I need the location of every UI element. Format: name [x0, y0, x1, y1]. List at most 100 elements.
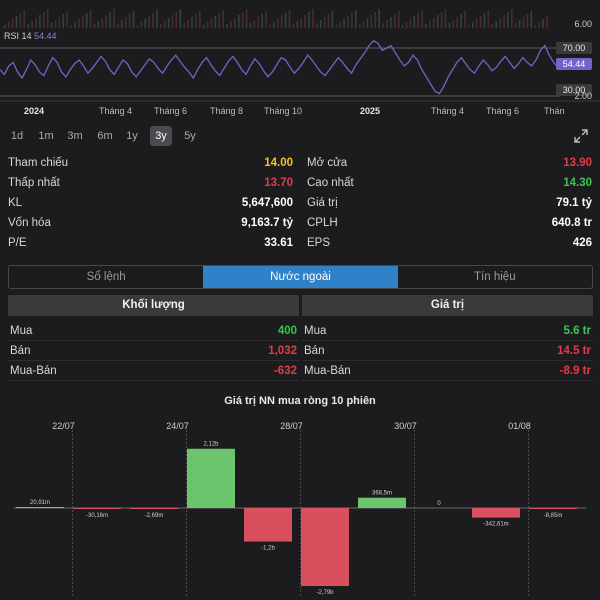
row-label: Bán: [10, 345, 31, 357]
row-label: Bán: [304, 345, 325, 357]
bar[interactable]: [472, 508, 520, 518]
price-level-bottom: 2.00: [574, 91, 592, 101]
price-candle: [93, 24, 96, 28]
price-candle: [390, 17, 392, 28]
price-candle: [448, 23, 451, 28]
bar-value-label: 368,5m: [372, 491, 392, 497]
bar[interactable]: [187, 448, 235, 508]
price-candle: [234, 18, 236, 28]
stat-market-cap: Vốn hóa 9,163.7 tỷ: [8, 213, 293, 233]
row-label: Mua-Bán: [10, 365, 57, 377]
price-candle: [386, 20, 388, 28]
price-candle: [358, 24, 361, 28]
price-candle: [117, 23, 119, 28]
stat-label: P/E: [8, 237, 27, 249]
row-label: Mua-Bán: [304, 365, 351, 377]
period-1m[interactable]: 1m: [38, 130, 54, 142]
price-candle: [148, 16, 150, 28]
period-1y[interactable]: 1y: [126, 130, 138, 142]
price-candle: [522, 17, 525, 28]
stat-value: 426: [572, 237, 592, 249]
tab-signals[interactable]: Tín hiệu: [474, 271, 516, 283]
price-candle: [241, 12, 244, 28]
price-candle: [140, 22, 143, 28]
price-candle: [280, 16, 283, 28]
price-candle: [351, 13, 353, 28]
foreign-value-table: Giá trị Mua 5.6 tr Bán 14.5 tr Mua-Bán -…: [302, 295, 593, 381]
price-candle: [374, 12, 377, 28]
price-candle: [113, 9, 115, 28]
period-1d[interactable]: 1d: [10, 130, 24, 142]
price-candle: [487, 10, 490, 28]
price-candle: [292, 24, 295, 28]
price-candle: [277, 19, 279, 28]
price-candle: [97, 21, 100, 28]
bar[interactable]: [529, 508, 577, 509]
bar-value-label: 20,91m: [30, 500, 50, 506]
price-candle: [19, 13, 22, 28]
price-candle: [343, 19, 345, 28]
tab-order-book[interactable]: Sổ lệnh: [86, 271, 126, 283]
chart-title: Giá trị NN mua ròng 10 phiên: [224, 395, 376, 407]
price-candle: [4, 25, 6, 28]
price-candle: [452, 20, 455, 28]
time-tick: Tháng 6: [486, 106, 520, 116]
price-candle: [347, 16, 349, 28]
foreign-volume-table: Khối lượng Mua 400 Bán 1,032 Mua-Bán -63…: [8, 295, 299, 381]
stat-value: 640.8 tr: [551, 217, 592, 229]
price-candle: [339, 22, 341, 28]
bar-value-label: -2,79b: [316, 590, 334, 596]
expand-icon[interactable]: [574, 129, 588, 143]
tab-foreign[interactable]: Nước ngoài: [203, 266, 398, 288]
bar[interactable]: [301, 508, 349, 586]
bar[interactable]: [16, 507, 64, 508]
price-candle: [23, 10, 26, 28]
price-candle: [253, 20, 256, 28]
price-candle: [444, 9, 447, 28]
row-value: 400: [277, 325, 297, 337]
price-candle: [300, 18, 302, 28]
price-candle: [526, 14, 529, 28]
price-candle: [7, 22, 10, 28]
period-3y[interactable]: 3y: [150, 126, 172, 146]
period-3m[interactable]: 3m: [67, 130, 83, 142]
row-value: -632: [273, 365, 297, 377]
price-candle: [210, 19, 213, 28]
price-candle: [413, 16, 416, 28]
bar[interactable]: [358, 497, 406, 508]
table-row: Mua 5.6 tr: [302, 321, 593, 341]
price-candle: [191, 17, 193, 28]
price-candle: [468, 25, 470, 28]
price-candle: [472, 22, 474, 28]
price-candle: [11, 19, 14, 28]
bar-value-label: -30,16m: [86, 513, 108, 519]
price-candle: [429, 21, 431, 28]
stat-value: 13.90: [563, 157, 592, 169]
stat-value: 14.30: [563, 177, 592, 189]
time-tick: Tháng 4: [431, 106, 465, 116]
price-candle: [394, 14, 396, 28]
price-candle: [35, 18, 37, 28]
period-6m[interactable]: 6m: [97, 130, 113, 142]
price-candle: [46, 9, 49, 28]
stat-high: Cao nhất 14.30: [307, 173, 592, 193]
price-candle: [202, 25, 205, 28]
stat-label: Cao nhất: [307, 177, 354, 189]
period-selector: 1d 1m 3m 6m 1y 3y 5y: [0, 124, 600, 148]
price-candle: [78, 19, 80, 28]
bar-value-label: -342,61m: [483, 522, 508, 528]
date-label: 01/08: [508, 421, 531, 431]
stat-value: 5,647,600: [241, 197, 293, 209]
stat-value: 9,163.7 tỷ: [241, 217, 293, 229]
period-5y[interactable]: 5y: [184, 130, 196, 142]
price-candle: [475, 19, 478, 28]
bar[interactable]: [73, 508, 121, 509]
rsi-line: [0, 39, 559, 95]
date-label: 22/07: [52, 421, 75, 431]
bar[interactable]: [244, 508, 292, 542]
rsi-chart[interactable]: RSI 14 54.44 6.00 70.00 54.44 30.00 2.00…: [0, 0, 600, 122]
price-candle: [195, 14, 197, 28]
bar-value-label: 0: [437, 501, 441, 507]
price-candle: [425, 24, 427, 28]
bar[interactable]: [130, 508, 178, 509]
